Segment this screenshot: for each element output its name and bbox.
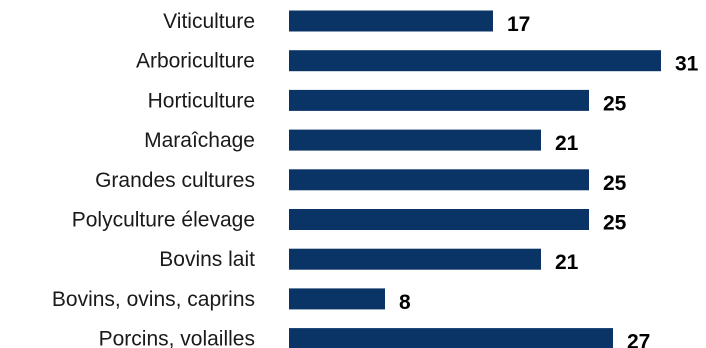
bar	[289, 89, 589, 111]
value-label: 27	[627, 331, 650, 348]
category-labels-group: Viticulture Arboriculture Horticulture Mara…	[52, 10, 255, 348]
category-label: Arboriculture	[136, 50, 255, 73]
value-label: 25	[603, 212, 627, 235]
category-label: Bovins lait	[159, 248, 255, 271]
category-label: Horticulture	[148, 89, 255, 112]
category-label: Grandes cultures	[95, 169, 255, 192]
bars-group	[289, 10, 661, 348]
category-label: Maraîchage	[144, 129, 255, 152]
value-label: 17	[507, 13, 530, 36]
value-label: 25	[603, 172, 627, 195]
category-label: Polyculture élevage	[72, 209, 255, 232]
bar	[289, 288, 385, 310]
bar	[289, 248, 541, 270]
bar	[289, 328, 613, 348]
value-label: 8	[399, 291, 411, 314]
value-label: 31	[675, 53, 699, 76]
value-labels-group: 17 31 25 21 25 25 21 8 27	[399, 13, 699, 348]
value-label: 25	[603, 92, 627, 115]
category-label: Viticulture	[163, 10, 255, 33]
bar	[289, 209, 589, 230]
bar	[289, 10, 493, 32]
value-label: 21	[555, 251, 579, 274]
value-label: 21	[555, 132, 579, 155]
bar	[289, 50, 661, 72]
bar	[289, 169, 589, 191]
category-label: Porcins, volailles	[99, 328, 255, 348]
bar	[289, 129, 541, 151]
category-label: Bovins, ovins, caprins	[52, 288, 255, 311]
